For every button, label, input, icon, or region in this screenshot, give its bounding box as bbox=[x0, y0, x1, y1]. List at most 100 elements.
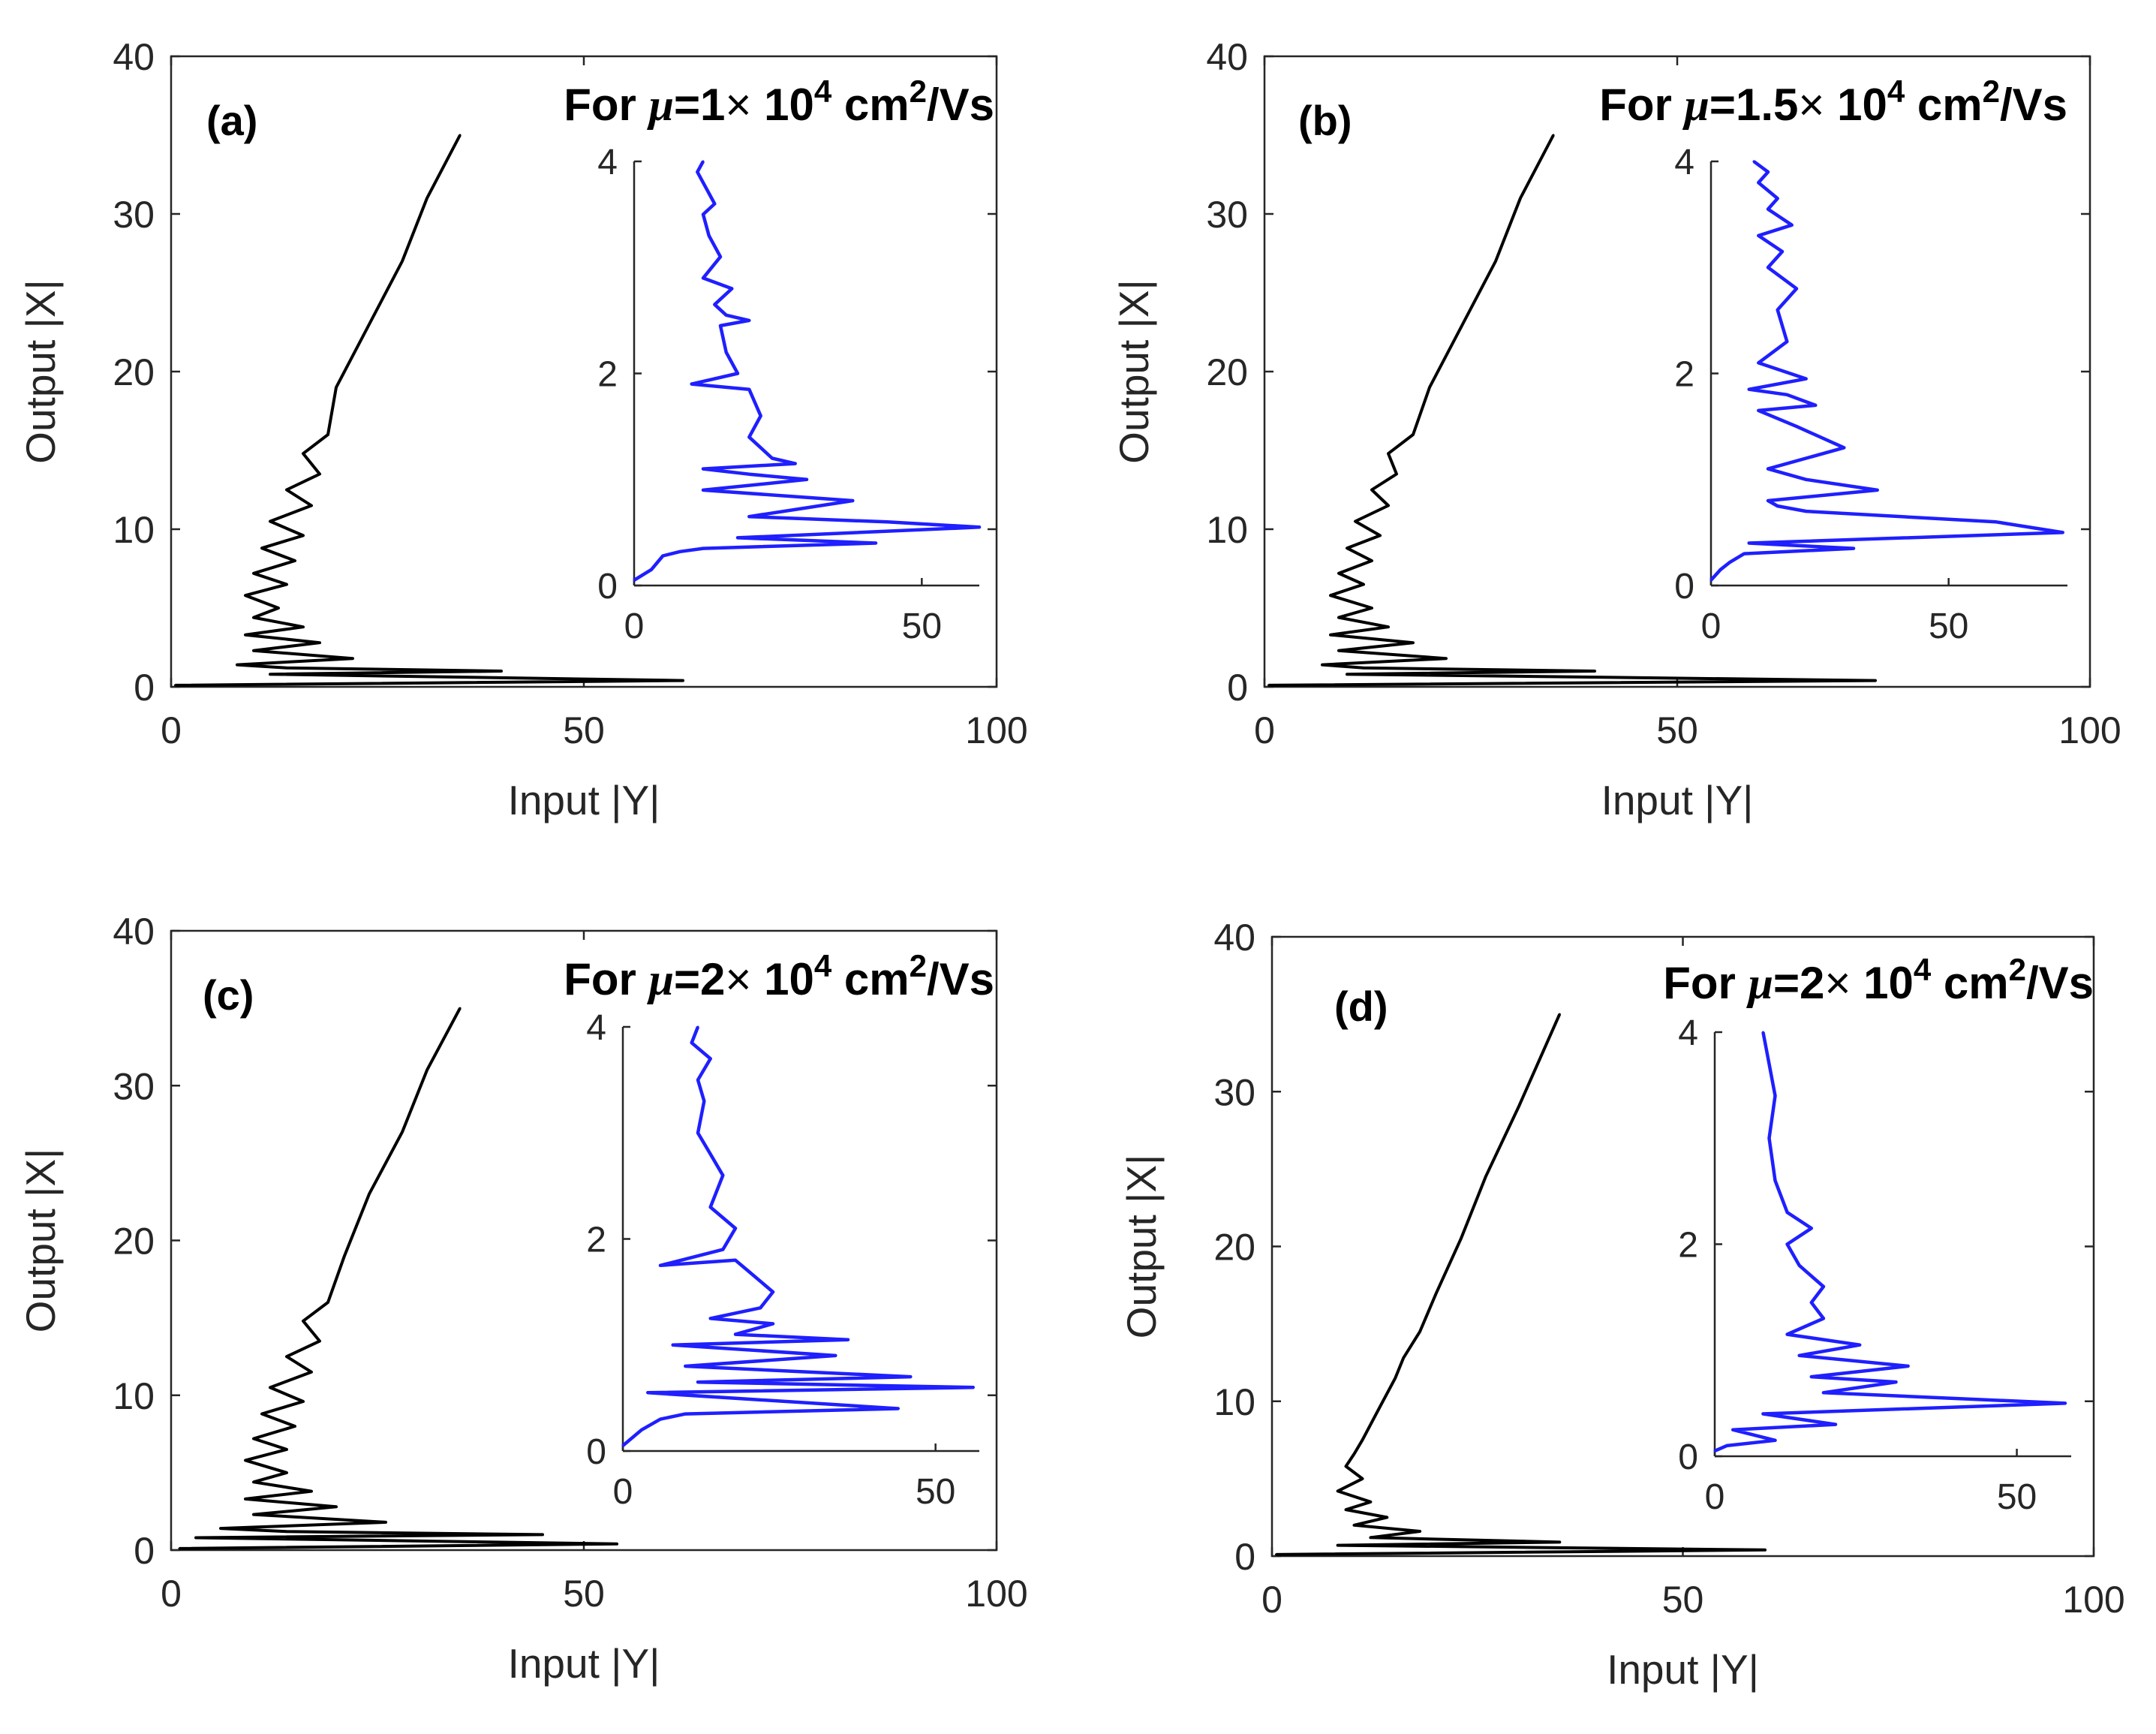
inset-x-tick-label: 0 bbox=[613, 1472, 633, 1512]
x-tick-label: 50 bbox=[1662, 1579, 1704, 1621]
x-tick-label: 0 bbox=[161, 709, 182, 751]
inset-data-point bbox=[713, 303, 716, 306]
inset-data-point bbox=[725, 314, 728, 317]
inset-data-point bbox=[1791, 224, 1794, 227]
main-data-point bbox=[1412, 433, 1415, 436]
main-data-point bbox=[1329, 594, 1332, 597]
inset-x-tick-label: 0 bbox=[1701, 607, 1721, 646]
inset-data-point bbox=[1822, 1285, 1825, 1288]
inset-data-point bbox=[696, 1131, 699, 1134]
inset-data-point bbox=[2064, 1401, 2067, 1404]
inset-data-point bbox=[1786, 1333, 1789, 1336]
inset-y-tick-label: 2 bbox=[597, 355, 618, 395]
y-tick-label: 0 bbox=[134, 1530, 155, 1572]
main-data-point bbox=[326, 433, 329, 436]
x-tick-label: 100 bbox=[2058, 709, 2121, 751]
inset-data-point bbox=[659, 1264, 662, 1267]
panel-label: (d) bbox=[1334, 983, 1388, 1030]
inset-data-point bbox=[1798, 1354, 1801, 1357]
main-data-point bbox=[1361, 1438, 1364, 1441]
inset-background bbox=[1711, 161, 2067, 586]
inset-data-point bbox=[1757, 409, 1760, 412]
main-data-point bbox=[260, 1413, 263, 1415]
main-data-point bbox=[615, 1543, 618, 1546]
x-tick-label: 100 bbox=[965, 1573, 1027, 1615]
inset-data-point bbox=[702, 468, 705, 471]
y-tick-label: 10 bbox=[1213, 1381, 1255, 1423]
inset-x-tick-label: 0 bbox=[1705, 1477, 1725, 1517]
main-data-point bbox=[1346, 673, 1349, 676]
inset-data-point bbox=[747, 1269, 750, 1272]
inset-chart: 0 50 0 2 4 bbox=[1674, 143, 2067, 646]
main-series-line bbox=[175, 134, 684, 687]
inset-x-tick-label: 50 bbox=[1929, 607, 1968, 646]
inset-data-point bbox=[747, 435, 750, 438]
main-data-point bbox=[302, 1400, 305, 1403]
inset-data-point bbox=[1805, 510, 1808, 513]
chart-title: For μ=2× 104 cm2/Vs bbox=[564, 948, 994, 1004]
main-data-point bbox=[1385, 1516, 1388, 1519]
inset-data-point bbox=[1768, 1062, 1770, 1065]
inset-data-point bbox=[747, 319, 750, 322]
y-tick-label: 40 bbox=[1206, 36, 1248, 78]
inset-data-point bbox=[1805, 378, 1808, 381]
y-tick-label: 30 bbox=[1206, 194, 1248, 236]
inset-data-point bbox=[1822, 1391, 1825, 1394]
x-tick-label: 0 bbox=[1261, 1579, 1282, 1621]
main-data-point bbox=[401, 1130, 404, 1133]
inset-data-point bbox=[1810, 1375, 1813, 1378]
main-data-point bbox=[302, 534, 305, 537]
y-tick-label: 20 bbox=[1213, 1227, 1255, 1269]
main-data-point bbox=[269, 520, 272, 522]
main-data-point bbox=[285, 1355, 288, 1358]
main-data-point bbox=[1593, 670, 1596, 673]
y-tick-label: 20 bbox=[113, 1221, 155, 1263]
panel-label: (a) bbox=[206, 97, 257, 144]
inset-data-point bbox=[734, 1259, 737, 1262]
inset-data-point bbox=[771, 1323, 774, 1325]
y-tick-label: 10 bbox=[113, 1375, 155, 1417]
inset-y-tick-label: 0 bbox=[1678, 1437, 1698, 1477]
inset-data-point bbox=[1995, 520, 1998, 523]
inset-data-point bbox=[650, 568, 653, 571]
main-data-point bbox=[1377, 1407, 1380, 1410]
inset-x-tick-label: 50 bbox=[1997, 1477, 2037, 1517]
inset-data-point bbox=[1767, 468, 1770, 471]
inset-data-point bbox=[1858, 1344, 1861, 1347]
main-data-point bbox=[1394, 1377, 1397, 1380]
inset-data-point bbox=[721, 1174, 724, 1177]
inset-data-point bbox=[1776, 504, 1779, 507]
main-data-point bbox=[1354, 520, 1357, 522]
main-data-point bbox=[1369, 1423, 1372, 1426]
main-data-point bbox=[1362, 667, 1365, 670]
inset-data-point bbox=[897, 1407, 900, 1410]
inset-data-point bbox=[1709, 579, 1712, 582]
inset-data-point bbox=[1767, 499, 1770, 502]
y-tick-label: 40 bbox=[113, 36, 155, 78]
main-data-point bbox=[219, 1527, 222, 1530]
inset-data-point bbox=[621, 1444, 624, 1447]
inset-data-point bbox=[719, 255, 722, 258]
main-data-point bbox=[1494, 260, 1497, 263]
main-data-point bbox=[285, 489, 288, 491]
inset-y-tick-label: 4 bbox=[1678, 1013, 1698, 1053]
main-data-point bbox=[1379, 534, 1382, 537]
inset-data-point bbox=[696, 1079, 699, 1082]
main-data-point bbox=[368, 1193, 371, 1196]
main-data-point bbox=[244, 1498, 247, 1501]
inset-data-point bbox=[1774, 1179, 1776, 1182]
inset-data-point bbox=[702, 1100, 705, 1103]
inset-data-point bbox=[678, 550, 681, 553]
main-data-point bbox=[384, 1521, 387, 1524]
main-data-point bbox=[302, 625, 305, 628]
x-tick-label: 50 bbox=[1656, 709, 1698, 751]
main-data-point bbox=[1370, 489, 1373, 491]
main-data-point bbox=[401, 260, 404, 263]
inset-data-point bbox=[702, 181, 705, 184]
inset-data-point bbox=[702, 276, 705, 279]
x-tick-label: 0 bbox=[1254, 709, 1275, 751]
main-data-point bbox=[1412, 641, 1415, 644]
inset-data-point bbox=[1776, 309, 1779, 312]
